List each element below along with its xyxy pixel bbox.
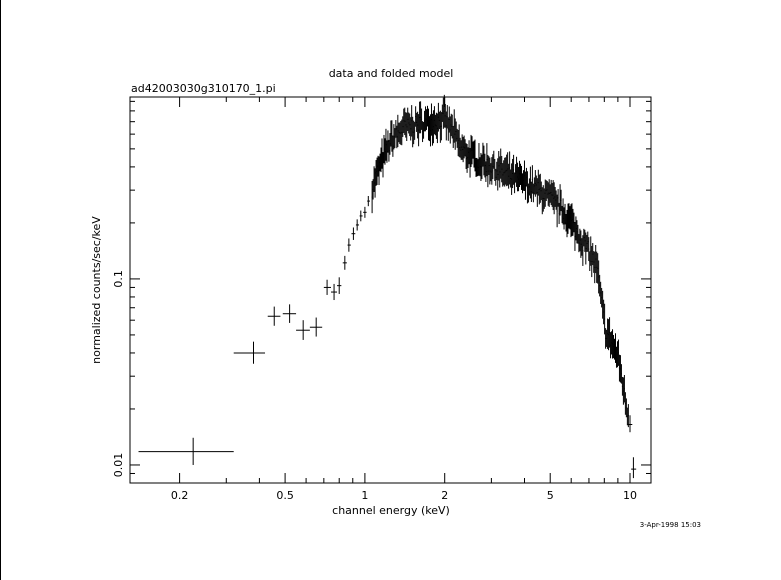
plot-frame (129, 96, 652, 484)
data-points (138, 94, 637, 479)
chart-subtitle: ad42003030g310170_1.pi (131, 82, 276, 95)
data-point (337, 277, 342, 294)
data-point (331, 283, 338, 301)
x-tick-label: 5 (547, 489, 554, 502)
axis-ticks (130, 97, 651, 484)
y-tick-label: 0.01 (112, 453, 125, 478)
y-axis-label: normalized counts/sec/keV (90, 216, 103, 364)
data-point (296, 320, 310, 340)
data-point (309, 317, 323, 337)
x-tick-label: 10 (623, 489, 637, 502)
data-point (282, 304, 297, 323)
x-tick-label: 2 (441, 489, 448, 502)
data-point (138, 437, 234, 465)
x-tick-label: 1 (361, 489, 368, 502)
left-edge-rule (0, 0, 1, 580)
x-tick-label: 0.5 (276, 489, 294, 502)
data-point (355, 219, 359, 231)
data-point (267, 306, 281, 326)
data-point (631, 457, 637, 479)
data-point (351, 227, 356, 240)
y-tick-label: 0.1 (112, 270, 125, 288)
data-point (359, 210, 363, 222)
data-point (233, 341, 266, 364)
axis-tick-labels: 0.2 0.5 1 2 5 10 0.01 0.1 (112, 270, 637, 502)
x-tick-label: 0.2 (171, 489, 189, 502)
dense-data-points (371, 94, 629, 428)
data-point (323, 279, 332, 295)
data-point (367, 196, 370, 207)
x-axis-label: channel energy (keV) (332, 504, 450, 517)
data-point (342, 255, 347, 270)
data-point (363, 206, 367, 218)
data-point (347, 238, 351, 252)
chart-title: data and folded model (329, 67, 454, 80)
timestamp-footer: 3-Apr-1998 15:03 (640, 521, 701, 529)
